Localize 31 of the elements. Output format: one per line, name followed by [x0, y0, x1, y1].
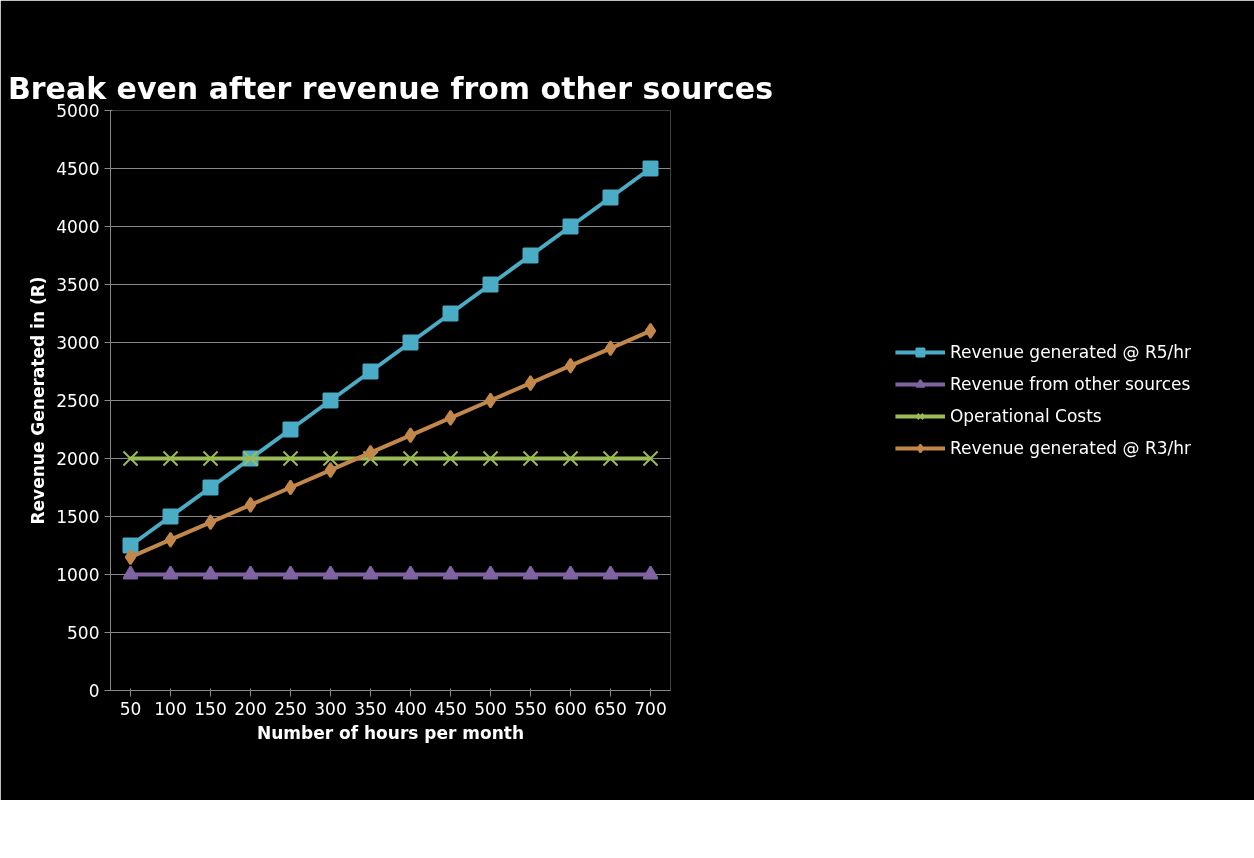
legend-label: Revenue from other sources — [949, 374, 1191, 394]
legend-label: Revenue generated @ R3/hr — [949, 438, 1192, 458]
x-tick-label: 200 — [234, 698, 267, 719]
x-tick-label: 500 — [474, 698, 507, 719]
x-tick-label: 600 — [554, 698, 587, 719]
x-axis-title: Number of hours per month — [256, 722, 525, 743]
x-tick-label: 450 — [434, 698, 467, 719]
x-tick-label: 250 — [274, 698, 307, 719]
x-tick-label: 350 — [354, 698, 387, 719]
x-tick-label: 650 — [594, 698, 627, 719]
y-tick-label: 3500 — [56, 275, 100, 295]
y-tick-label: 2000 — [56, 449, 100, 469]
x-tick-label: 150 — [194, 698, 227, 719]
y-tick-label: 4000 — [56, 217, 100, 237]
y-tick-label: 4500 — [56, 159, 100, 179]
y-tick-label: 5000 — [56, 101, 100, 121]
legend-label: Operational Costs — [949, 406, 1102, 426]
y-tick-label: 0 — [88, 681, 100, 701]
x-tick-label: 50 — [119, 698, 142, 719]
y-tick-label: 1000 — [56, 565, 100, 585]
x-tick-label: 100 — [154, 698, 187, 719]
x-tick-label: 700 — [634, 698, 667, 719]
x-tick-label: 400 — [394, 698, 427, 719]
x-tick-label: 300 — [314, 698, 347, 719]
y-tick-label: 500 — [67, 623, 100, 643]
y-tick-label: 2500 — [56, 391, 100, 411]
y-axis-title: Revenue Generated in (R) — [28, 276, 49, 525]
y-tick-label: 1500 — [56, 507, 100, 527]
legend-label: Revenue generated @ R5/hr — [949, 342, 1192, 362]
x-tick-label: 550 — [514, 698, 547, 719]
y-tick-label: 3000 — [56, 333, 100, 353]
